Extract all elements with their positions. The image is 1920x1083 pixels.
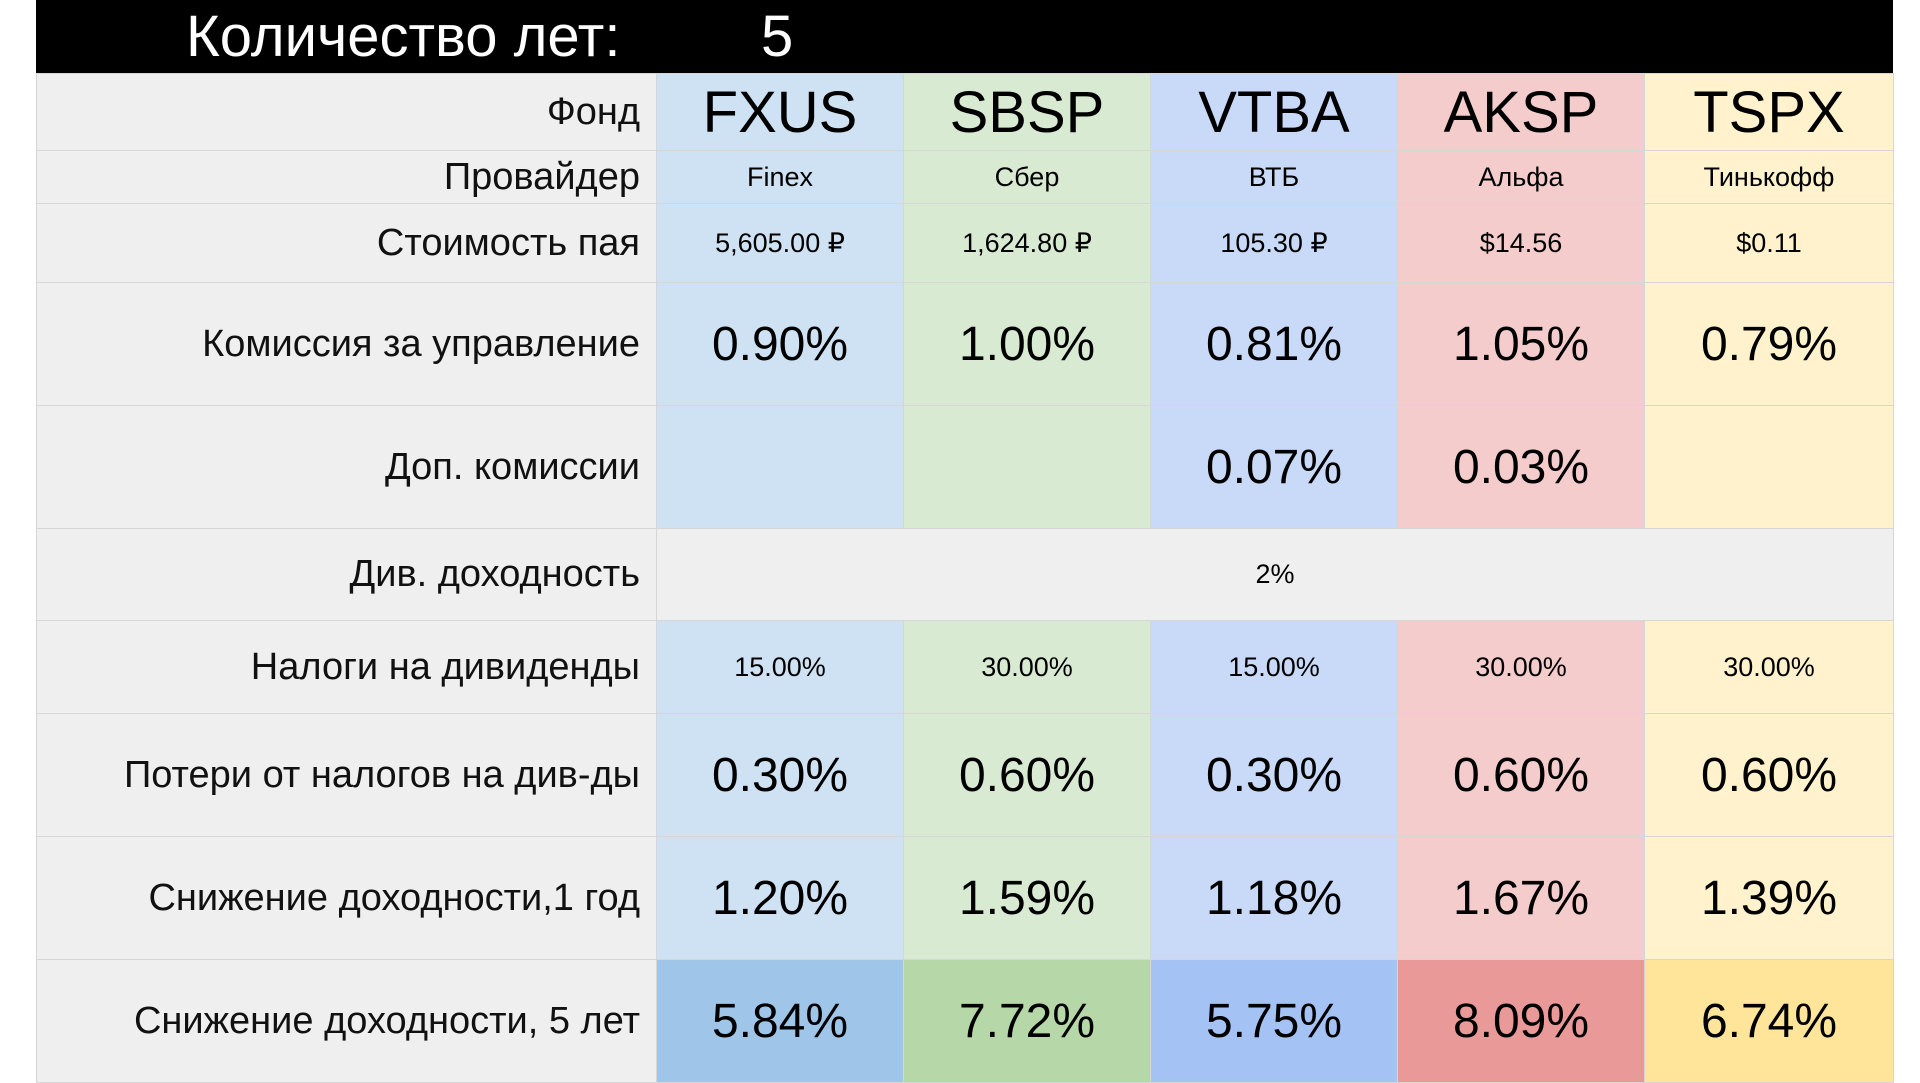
row-mgmt-fee: Комиссия за управление 0.90% 1.00% 0.81%… xyxy=(36,282,1894,406)
label-extra-fee: Доп. комиссии xyxy=(36,405,657,529)
price-cell[interactable]: 105.30 ₽ xyxy=(1150,203,1398,283)
label-tax-loss: Потери от налогов на див-ды xyxy=(36,713,657,837)
row-price: Стоимость пая 5,605.00 ₽ 1,624.80 ₽ 105.… xyxy=(36,203,1894,283)
reduction-1y-cell[interactable]: 1.59% xyxy=(903,836,1151,960)
div-tax-cell[interactable]: 30.00% xyxy=(1397,620,1645,714)
ticker-cell[interactable]: AKSP xyxy=(1397,73,1645,151)
price-cell[interactable]: $14.56 xyxy=(1397,203,1645,283)
extra-fee-cell[interactable] xyxy=(656,405,904,529)
price-cell[interactable]: $0.11 xyxy=(1644,203,1894,283)
reduction-1y-cell[interactable]: 1.20% xyxy=(656,836,904,960)
extra-fee-cell[interactable]: 0.07% xyxy=(1150,405,1398,529)
tax-loss-cell[interactable]: 0.30% xyxy=(1150,713,1398,837)
fund-comparison-table: Фонд FXUS SBSP VTBA AKSP TSPX Провайдер … xyxy=(36,73,1894,1083)
ticker-cell[interactable]: VTBA xyxy=(1150,73,1398,151)
ticker-cell[interactable]: TSPX xyxy=(1644,73,1894,151)
label-fund: Фонд xyxy=(36,73,657,151)
spreadsheet: Количество лет: 5 Фонд FXUS SBSP VTBA AK… xyxy=(36,0,1894,1083)
row-extra-fee: Доп. комиссии 0.07% 0.03% xyxy=(36,405,1894,529)
row-reduction-1y: Снижение доходности,1 год 1.20% 1.59% 1.… xyxy=(36,836,1894,960)
row-reduction-5y: Снижение доходности, 5 лет 5.84% 7.72% 5… xyxy=(36,959,1894,1083)
mgmt-fee-cell[interactable]: 1.05% xyxy=(1397,282,1645,406)
label-div-tax: Налоги на дивиденды xyxy=(36,620,657,714)
tax-loss-cell[interactable]: 0.60% xyxy=(903,713,1151,837)
div-yield-cell[interactable]: 2% xyxy=(656,528,1894,621)
reduction-1y-cell[interactable]: 1.18% xyxy=(1150,836,1398,960)
years-value[interactable]: 5 xyxy=(761,4,794,69)
tax-loss-cell[interactable]: 0.30% xyxy=(656,713,904,837)
div-tax-cell[interactable]: 15.00% xyxy=(1150,620,1398,714)
reduction-1y-cell[interactable]: 1.39% xyxy=(1644,836,1894,960)
extra-fee-cell[interactable]: 0.03% xyxy=(1397,405,1645,529)
provider-cell[interactable]: ВТБ xyxy=(1150,150,1398,204)
extra-fee-cell[interactable] xyxy=(1644,405,1894,529)
provider-cell[interactable]: Finex xyxy=(656,150,904,204)
years-bar: Количество лет: 5 xyxy=(36,0,1893,73)
reduction-5y-cell[interactable]: 7.72% xyxy=(903,959,1151,1083)
price-cell[interactable]: 5,605.00 ₽ xyxy=(656,203,904,283)
mgmt-fee-cell[interactable]: 1.00% xyxy=(903,282,1151,406)
label-mgmt-fee: Комиссия за управление xyxy=(36,282,657,406)
provider-cell[interactable]: Сбер xyxy=(903,150,1151,204)
label-price: Стоимость пая xyxy=(36,203,657,283)
provider-cell[interactable]: Альфа xyxy=(1397,150,1645,204)
row-fund: Фонд FXUS SBSP VTBA AKSP TSPX xyxy=(36,73,1894,151)
mgmt-fee-cell[interactable]: 0.81% xyxy=(1150,282,1398,406)
tax-loss-cell[interactable]: 0.60% xyxy=(1397,713,1645,837)
reduction-5y-cell[interactable]: 5.75% xyxy=(1150,959,1398,1083)
label-reduction-5y: Снижение доходности, 5 лет xyxy=(36,959,657,1083)
price-cell[interactable]: 1,624.80 ₽ xyxy=(903,203,1151,283)
years-label: Количество лет: xyxy=(186,4,621,69)
label-div-yield: Див. доходность xyxy=(36,528,657,621)
row-provider: Провайдер Finex Сбер ВТБ Альфа Тинькофф xyxy=(36,150,1894,204)
div-tax-cell[interactable]: 15.00% xyxy=(656,620,904,714)
div-tax-cell[interactable]: 30.00% xyxy=(1644,620,1894,714)
reduction-5y-cell[interactable]: 5.84% xyxy=(656,959,904,1083)
mgmt-fee-cell[interactable]: 0.79% xyxy=(1644,282,1894,406)
reduction-5y-cell[interactable]: 8.09% xyxy=(1397,959,1645,1083)
mgmt-fee-cell[interactable]: 0.90% xyxy=(656,282,904,406)
row-tax-loss: Потери от налогов на див-ды 0.30% 0.60% … xyxy=(36,713,1894,837)
reduction-1y-cell[interactable]: 1.67% xyxy=(1397,836,1645,960)
extra-fee-cell[interactable] xyxy=(903,405,1151,529)
tax-loss-cell[interactable]: 0.60% xyxy=(1644,713,1894,837)
ticker-cell[interactable]: FXUS xyxy=(656,73,904,151)
provider-cell[interactable]: Тинькофф xyxy=(1644,150,1894,204)
label-provider: Провайдер xyxy=(36,150,657,204)
row-div-yield: Див. доходность 2% xyxy=(36,528,1894,621)
row-div-tax: Налоги на дивиденды 15.00% 30.00% 15.00%… xyxy=(36,620,1894,714)
ticker-cell[interactable]: SBSP xyxy=(903,73,1151,151)
reduction-5y-cell[interactable]: 6.74% xyxy=(1644,959,1894,1083)
label-reduction-1y: Снижение доходности,1 год xyxy=(36,836,657,960)
div-tax-cell[interactable]: 30.00% xyxy=(903,620,1151,714)
